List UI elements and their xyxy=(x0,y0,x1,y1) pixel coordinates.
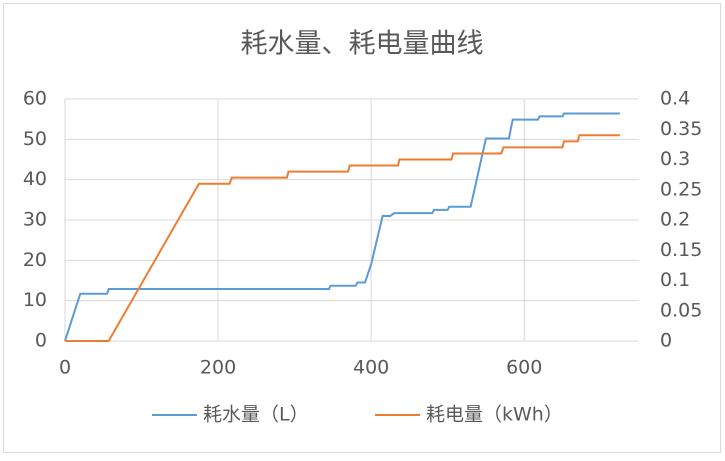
y2-tick-label: 0.2 xyxy=(660,209,690,231)
y2-tick-label: 0.4 xyxy=(660,88,690,110)
y-tick-label: 40 xyxy=(23,168,47,190)
y-tick-label: 20 xyxy=(23,249,47,271)
legend-label: 耗水量（L） xyxy=(203,404,309,426)
y2-tick-label: 0.05 xyxy=(660,299,702,321)
y2-tick-label: 0.25 xyxy=(660,178,702,200)
x-tick-label: 0 xyxy=(59,357,71,379)
y2-tick-label: 0.1 xyxy=(660,269,690,291)
y-tick-label: 50 xyxy=(23,128,47,150)
chart-frame xyxy=(3,3,721,453)
x-tick-label: 400 xyxy=(353,357,389,379)
x-tick-label: 600 xyxy=(506,357,542,379)
y-tick-label: 0 xyxy=(35,330,47,352)
y-tick-label: 60 xyxy=(23,88,47,110)
legend-label: 耗电量（kWh） xyxy=(426,404,563,426)
x-tick-label: 200 xyxy=(200,357,236,379)
data-line xyxy=(64,112,620,342)
y2-tick-label: 0.3 xyxy=(660,148,690,170)
chart-title: 耗水量、耗电量曲线 xyxy=(241,29,484,60)
y-tick-label: 10 xyxy=(23,289,47,311)
data-line xyxy=(65,134,620,342)
y2-tick-label: 0 xyxy=(660,330,672,352)
y-tick-label: 30 xyxy=(23,209,47,231)
y2-tick-label: 0.35 xyxy=(660,118,702,140)
y2-tick-label: 0.15 xyxy=(660,239,702,261)
